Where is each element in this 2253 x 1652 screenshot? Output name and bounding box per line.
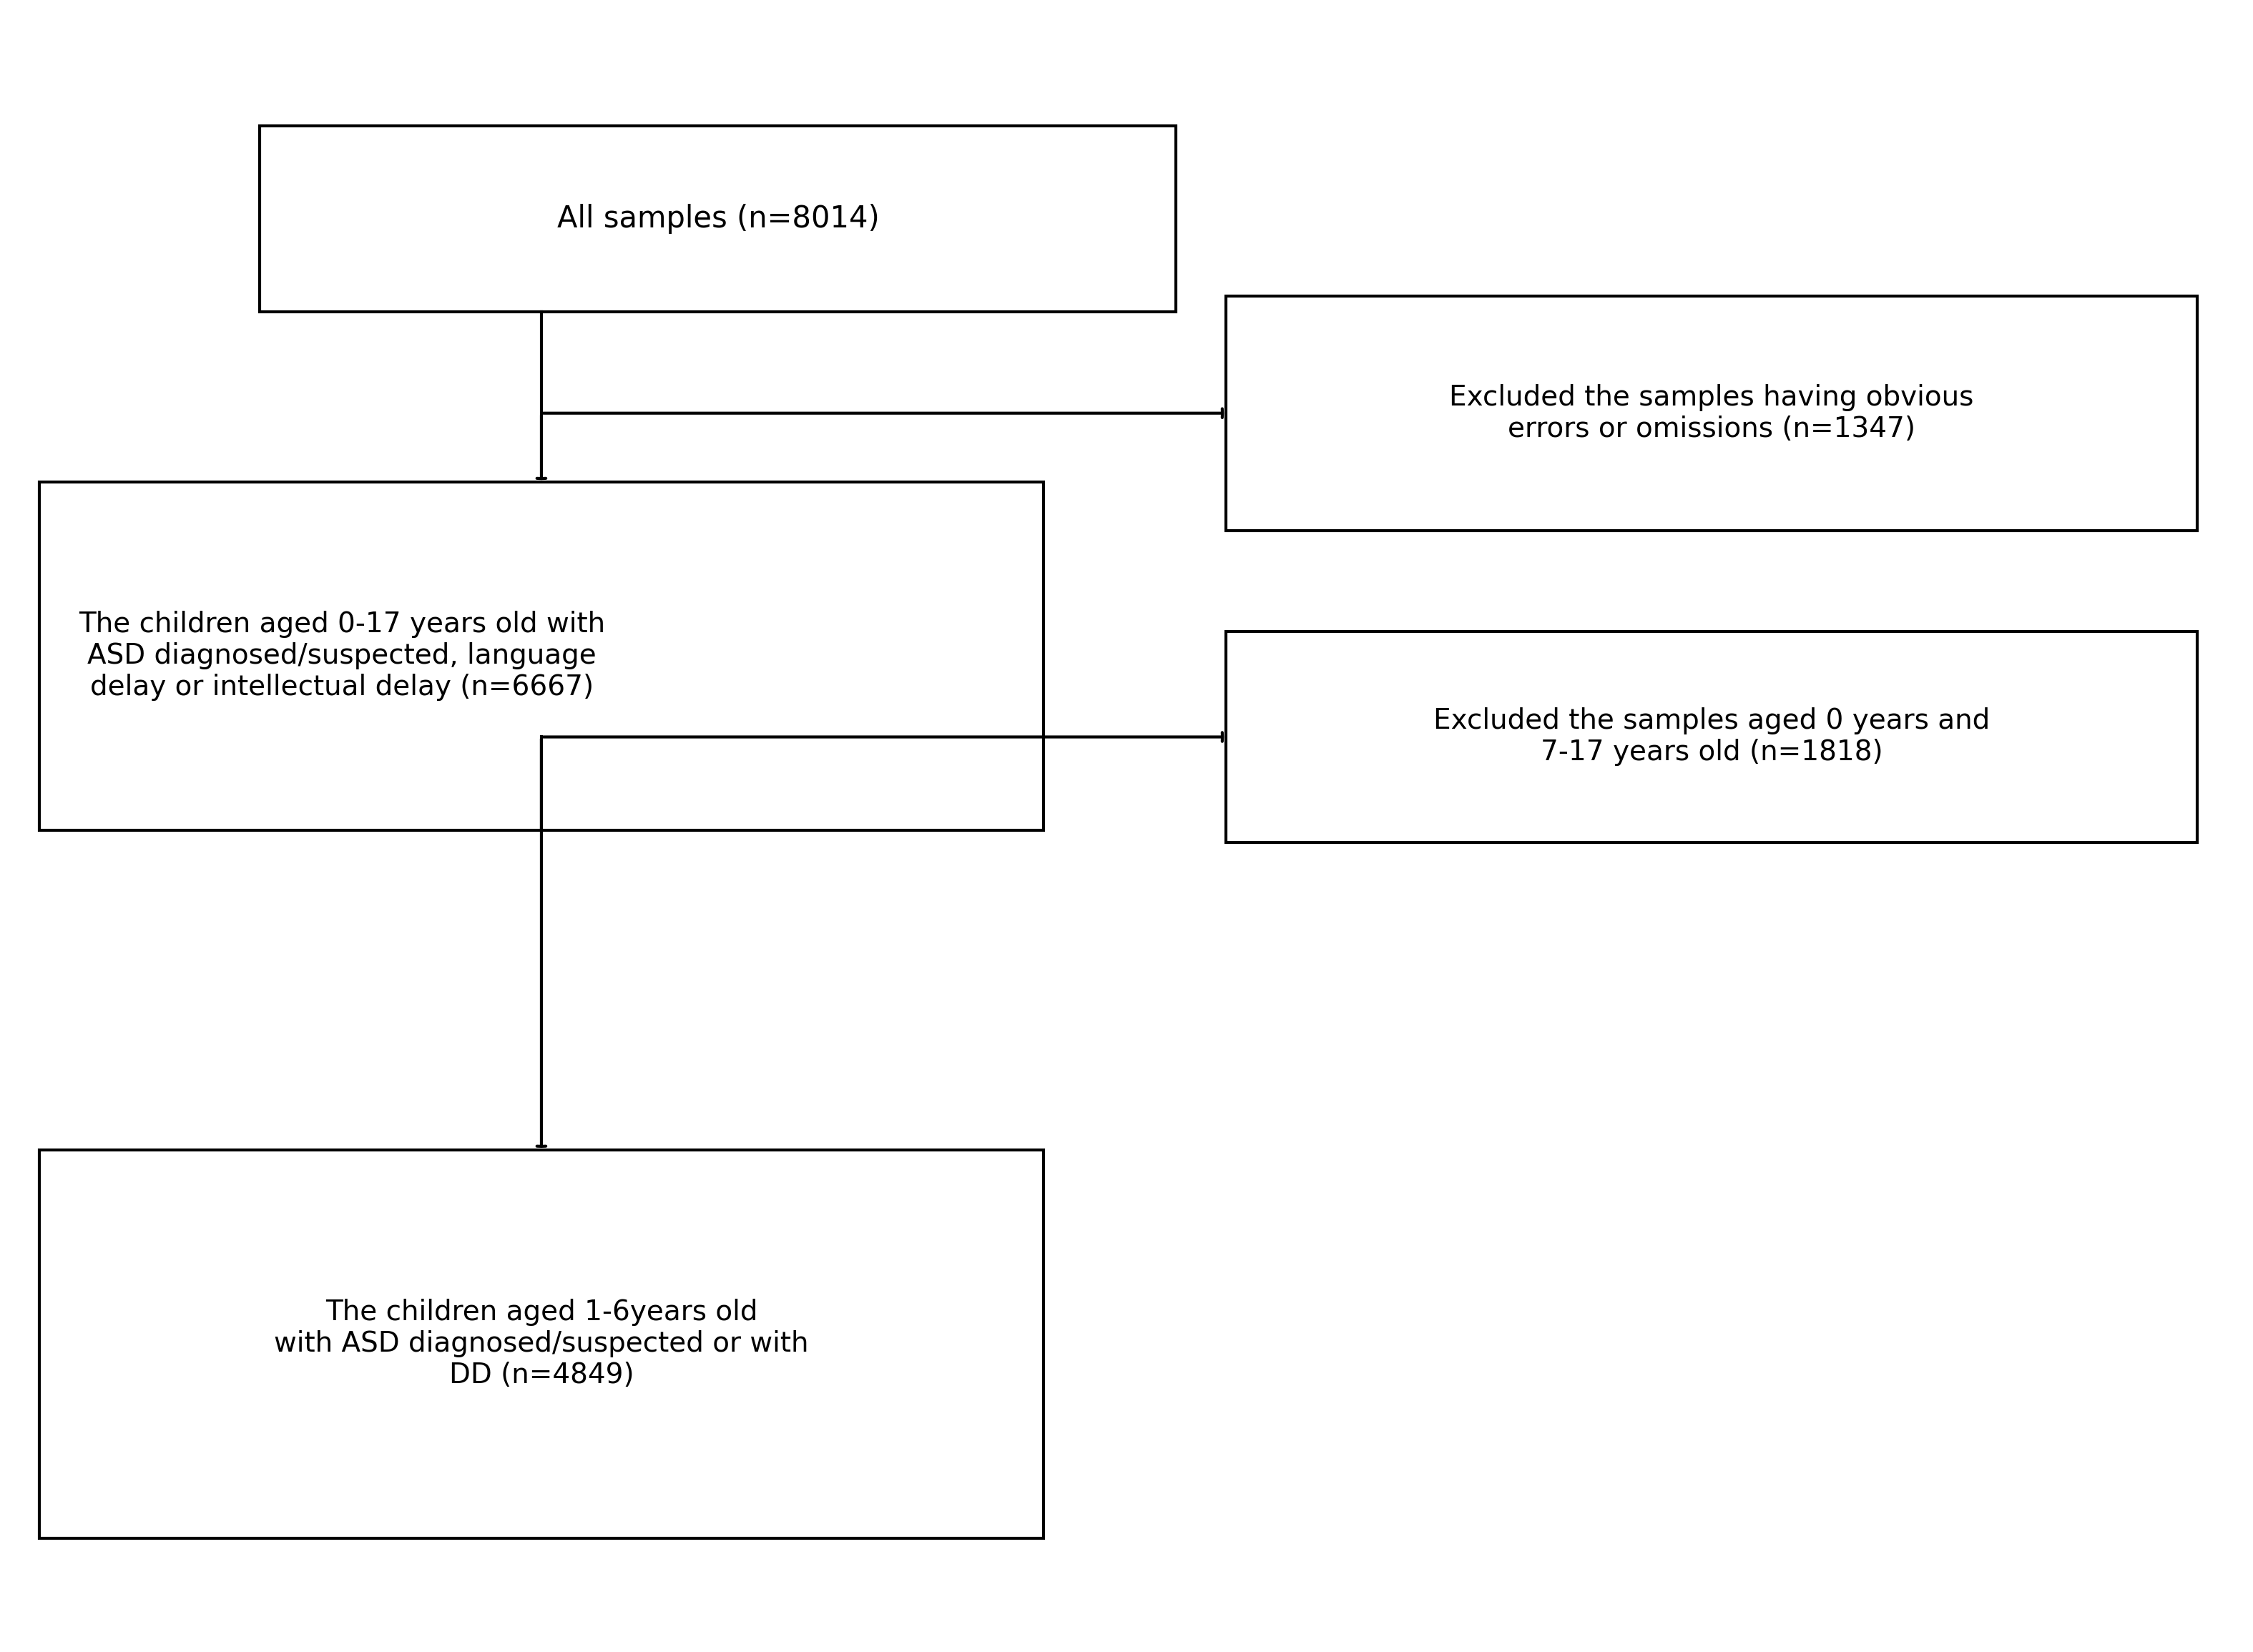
Bar — [38, 482, 1043, 829]
Text: Excluded the samples having obvious
errors or omissions (n=1347): Excluded the samples having obvious erro… — [1449, 383, 1974, 443]
Text: All samples (n=8014): All samples (n=8014) — [556, 203, 879, 235]
Text: Excluded the samples aged 0 years and
7-17 years old (n=1818): Excluded the samples aged 0 years and 7-… — [1433, 707, 1989, 767]
Text: The children aged 0-17 years old with
ASD diagnosed/suspected, language
delay or: The children aged 0-17 years old with AS… — [79, 611, 606, 700]
Bar — [259, 126, 1176, 312]
Text: The children aged 1-6years old
with ASD diagnosed/suspected or with
DD (n=4849): The children aged 1-6years old with ASD … — [275, 1298, 809, 1389]
Bar — [1226, 296, 2197, 530]
Bar — [38, 1150, 1043, 1538]
Bar — [1226, 631, 2197, 843]
